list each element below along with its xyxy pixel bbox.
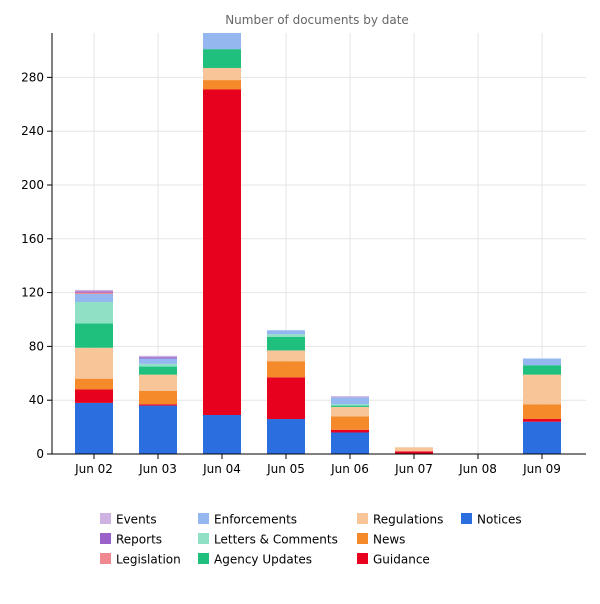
bar-segment-enforcements — [139, 358, 177, 364]
bar-segment-notices — [203, 414, 241, 454]
bar-stack-group — [75, 33, 561, 454]
bar-segment-agency-updates — [139, 366, 177, 375]
y-tick-label: 40 — [29, 393, 44, 407]
legend-label-agency-updates: Agency Updates — [214, 553, 312, 567]
bar-segment-events — [75, 289, 113, 292]
bar-segment-guidance — [203, 89, 241, 415]
bar-segment-events — [139, 355, 177, 358]
x-tick-label: Jun 07 — [394, 462, 433, 476]
bar-segment-letters-and-comments — [139, 363, 177, 367]
bar-segment-news — [75, 378, 113, 390]
legend-swatch-letters-and-comments — [198, 533, 209, 544]
bar-segment-enforcements — [523, 358, 561, 366]
bar-segment-notices — [267, 419, 305, 454]
bar-segment-letters-and-comments — [331, 404, 369, 406]
legend-swatch-legislation — [100, 553, 111, 564]
bar-segment-agency-updates — [523, 365, 561, 375]
bar-segment-news — [523, 404, 561, 420]
legend-label-letters-and-comments: Letters & Comments — [214, 533, 338, 547]
bar-segment-news — [267, 361, 305, 378]
legend-swatch-events — [100, 513, 111, 524]
bar-segment-guidance — [75, 389, 113, 403]
y-ticks: 0 40 80 120 160 200 240 280 — [21, 70, 52, 461]
bar-segment-reports — [139, 357, 177, 359]
x-tick-label: Jun 09 — [522, 462, 561, 476]
y-tick-label: 200 — [21, 178, 44, 192]
bar-segment-enforcements — [203, 33, 241, 50]
bar-segment-regulations — [267, 350, 305, 362]
legend-label-events: Events — [116, 513, 157, 527]
legend-swatch-news — [357, 533, 368, 544]
legend-label-regulations: Regulations — [373, 513, 443, 527]
bar-segment-regulations — [523, 374, 561, 405]
bar-segment-regulations — [203, 67, 241, 81]
legend-label-guidance: Guidance — [373, 553, 430, 567]
x-ticks: Jun 02 Jun 03 Jun 04 Jun 05 Jun 06 Jun 07 Jun … — [74, 454, 561, 476]
x-tick-label: Jun 04 — [202, 462, 241, 476]
bar-segment-enforcements — [331, 397, 369, 405]
y-tick-label: 240 — [21, 124, 44, 138]
bar-segment-agency-updates — [331, 405, 369, 407]
bar-segment-regulations — [331, 406, 369, 417]
legend-swatch-notices — [461, 513, 472, 524]
y-tick-label: 160 — [21, 232, 44, 246]
bar-segment-notices — [75, 402, 113, 454]
bar-segment-enforcements — [75, 293, 113, 303]
bar-segment-guidance — [395, 451, 433, 454]
bar-segment-letters-and-comments — [267, 334, 305, 337]
x-tick-label: Jun 03 — [138, 462, 177, 476]
bar-segment-agency-updates — [75, 323, 113, 348]
legend-swatch-enforcements — [198, 513, 209, 524]
x-tick-label: Jun 08 — [458, 462, 497, 476]
bar-segment-regulations — [139, 374, 177, 391]
legend-swatch-guidance — [357, 553, 368, 564]
axes — [51, 33, 586, 455]
bar-segment-guidance — [331, 429, 369, 433]
legend-label-notices: Notices — [477, 513, 522, 527]
y-tick-label: 0 — [36, 447, 44, 461]
bar-segment-events — [331, 396, 369, 398]
chart-title: Number of documents by date — [225, 13, 409, 27]
legend-label-legislation: Legislation — [116, 553, 181, 567]
legend-label-news: News — [373, 533, 405, 547]
bars — [75, 33, 561, 454]
y-tick-label: 80 — [29, 339, 44, 353]
legend: Events Reports Legislation Enforcements Lett… — [100, 513, 522, 567]
y-tick-label: 120 — [21, 286, 44, 300]
bar-segment-guidance — [139, 404, 177, 406]
legend-label-reports: Reports — [116, 533, 162, 547]
bar-segment-notices — [139, 405, 177, 454]
bar-segment-regulations — [395, 447, 433, 452]
bar-segment-news — [203, 80, 241, 90]
bar-segment-enforcements — [267, 330, 305, 335]
x-tick-label: Jun 06 — [330, 462, 369, 476]
x-tick-label: Jun 02 — [74, 462, 113, 476]
bar-segment-news — [331, 416, 369, 430]
legend-swatch-regulations — [357, 513, 368, 524]
bar-segment-notices — [331, 432, 369, 454]
bar-segment-regulations — [75, 347, 113, 379]
bar-segment-legislation — [75, 292, 113, 294]
bar-segment-notices — [523, 421, 561, 454]
legend-label-enforcements: Enforcements — [214, 513, 297, 527]
bar-segment-guidance — [267, 377, 305, 420]
bar-segment-letters-and-comments — [75, 302, 113, 324]
x-tick-label: Jun 05 — [266, 462, 305, 476]
bar-segment-reports — [75, 291, 113, 293]
legend-swatch-reports — [100, 533, 111, 544]
bar-segment-news — [139, 390, 177, 405]
legend-swatch-agency-updates — [198, 553, 209, 564]
bar-segment-agency-updates — [203, 49, 241, 68]
bar-segment-guidance — [523, 419, 561, 422]
y-tick-label: 280 — [21, 70, 44, 84]
gridlines — [52, 33, 586, 454]
bar-segment-agency-updates — [267, 336, 305, 351]
